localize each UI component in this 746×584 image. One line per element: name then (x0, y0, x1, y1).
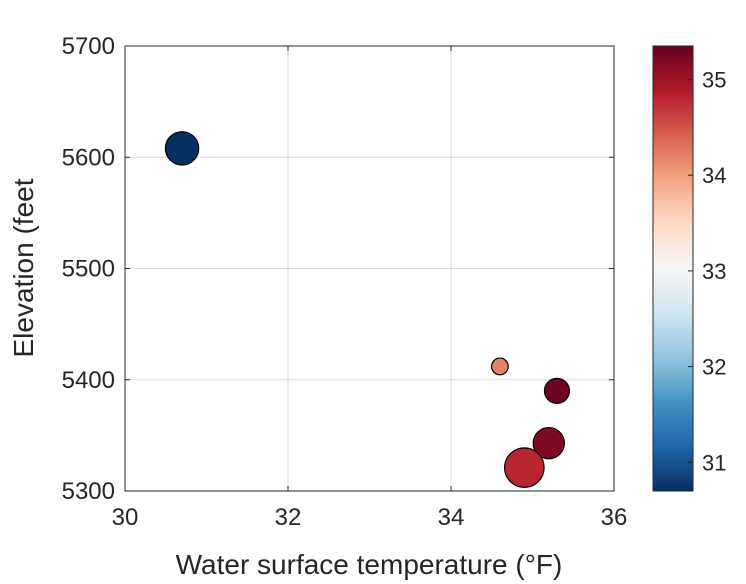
scatter-point (164, 131, 200, 166)
x-tick-label: 34 (438, 504, 465, 531)
scatter-point (543, 377, 571, 404)
x-tick-label: 30 (112, 504, 139, 531)
colorbar-tick-label: 35 (702, 67, 726, 92)
y-tick-label: 5700 (62, 33, 115, 60)
scatter-point (532, 426, 566, 460)
y-tick-label: 5500 (62, 256, 115, 283)
scatter-point (490, 357, 509, 376)
x-axis-label: Water surface temperature (°F) (176, 549, 563, 580)
x-tick-label: 32 (275, 504, 302, 531)
colorbar-tick-label: 31 (702, 450, 726, 475)
y-tick-label: 5600 (62, 144, 115, 171)
y-axis-label: Elevation (feet (8, 178, 39, 357)
data-points (164, 131, 571, 488)
x-axis: 30 32 34 36 (112, 46, 628, 531)
colorbar-axis: 31 32 33 34 35 (688, 67, 726, 475)
x-tick-label: 36 (601, 504, 628, 531)
colorbar (653, 46, 693, 491)
colorbar-tick-label: 33 (702, 259, 726, 284)
y-tick-label: 5400 (62, 367, 115, 394)
colorbar-tick-label: 34 (702, 163, 726, 188)
grid-lines (125, 46, 614, 491)
colorbar-tick-label: 32 (702, 355, 726, 380)
y-tick-label: 5300 (62, 478, 115, 505)
y-axis: 5300 5400 5500 5600 5700 (62, 33, 614, 505)
scatter-point (503, 447, 545, 488)
colorbar-frame (652, 45, 694, 492)
